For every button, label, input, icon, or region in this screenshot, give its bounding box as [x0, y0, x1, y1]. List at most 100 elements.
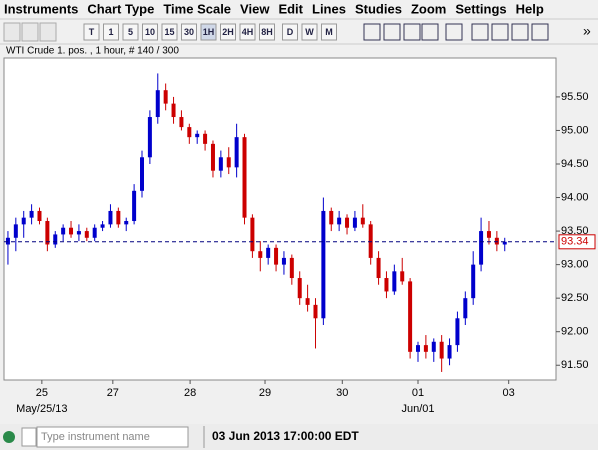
candle-body [179, 117, 184, 128]
candle-body [305, 298, 310, 305]
toolbar-button[interactable] [282, 23, 298, 41]
status-icon[interactable] [3, 431, 15, 443]
menu-item[interactable]: Time Scale [163, 1, 231, 16]
toolbar-button-label: 5 [128, 27, 133, 37]
candle-body [187, 127, 192, 138]
y-tick-label: 94.50 [561, 158, 589, 170]
toolbar-overflow[interactable]: » [583, 23, 591, 39]
y-tick-label: 92.50 [561, 292, 589, 304]
search-box[interactable] [36, 426, 189, 448]
candle-body [69, 227, 74, 235]
toolbar-button-label: 8H [261, 27, 273, 37]
x-tick-label: 29 [259, 387, 271, 399]
toolbar-button[interactable] [142, 23, 158, 41]
menu-item[interactable]: Zoom [411, 1, 446, 16]
search-icon[interactable] [21, 427, 37, 447]
candle-body [5, 237, 10, 245]
toolbar-button[interactable] [301, 23, 318, 41]
toolbar-button[interactable] [200, 23, 217, 41]
menu-item[interactable]: Settings [455, 1, 506, 16]
toolbar-button-label: 1H [203, 27, 215, 37]
candle-body [234, 137, 239, 168]
x-sublabel: Jun/01 [401, 403, 434, 415]
candle-body [218, 157, 223, 171]
candle-body [45, 221, 50, 245]
current-price-label: 93.34 [561, 236, 589, 248]
candle-body [471, 264, 476, 299]
toolbar-button[interactable] [321, 23, 337, 41]
toolbar-icon[interactable] [421, 23, 439, 41]
toolbar-icon[interactable] [511, 23, 529, 41]
x-tick-label: 30 [336, 387, 348, 399]
candle-body [486, 231, 491, 238]
toolbar-button[interactable] [181, 23, 197, 41]
menu-item[interactable]: Help [516, 1, 544, 16]
toolbar-button[interactable] [239, 23, 256, 41]
toolbar-icon[interactable] [403, 23, 421, 41]
x-tick-label: 25 [36, 387, 48, 399]
y-tick-label: 93.50 [561, 225, 589, 237]
toolbar-button-label: 30 [184, 27, 194, 37]
y-tick-label: 95.00 [561, 124, 589, 136]
candle-body [455, 318, 460, 346]
toolbar-button[interactable] [122, 23, 139, 41]
candle-body [29, 210, 34, 218]
menu-item[interactable]: Edit [278, 1, 303, 16]
y-tick-label: 92.00 [561, 326, 589, 338]
candle-body [108, 210, 113, 225]
candle-body [274, 247, 279, 265]
toolbar-icon[interactable] [39, 22, 57, 42]
toolbar-button[interactable] [259, 23, 275, 41]
candle-body [92, 227, 97, 238]
toolbar-icon[interactable] [383, 23, 401, 41]
toolbar-icon[interactable] [363, 23, 381, 41]
y-tick-label: 91.50 [561, 359, 589, 371]
candle-body [463, 298, 468, 319]
menu-item[interactable]: View [240, 1, 270, 16]
toolbar-icon[interactable] [491, 23, 509, 41]
candle-body [210, 143, 215, 171]
candle-body [392, 271, 397, 292]
candle-body [37, 210, 42, 222]
toolbar-icon[interactable] [531, 23, 549, 41]
menu-item[interactable]: Instruments [4, 1, 78, 16]
menu-item[interactable]: Studies [355, 1, 402, 16]
toolbar-button[interactable] [220, 23, 236, 41]
toolbar-button[interactable] [103, 23, 119, 41]
toolbar-button-label: M [325, 27, 333, 37]
candle-body [494, 237, 499, 245]
x-tick-label: 01 [412, 387, 424, 399]
y-tick-label: 93.00 [561, 259, 589, 271]
toolbar-button[interactable] [161, 23, 178, 41]
candle-body [400, 271, 405, 282]
toolbar-button[interactable] [83, 23, 100, 41]
current-price-box [558, 234, 596, 250]
chart-title: WTI Crude 1. pos. , 1 hour, # 140 / 300 [6, 46, 179, 57]
toolbar-icon[interactable] [471, 23, 489, 41]
candle-body [289, 257, 294, 279]
candle-body [447, 345, 452, 359]
candle-body [329, 210, 334, 225]
candle-body [13, 224, 18, 238]
menu-item[interactable]: Chart Type [87, 1, 154, 16]
candle-body [242, 137, 247, 218]
toolbar-icon[interactable] [21, 22, 39, 42]
candle-body [431, 341, 436, 352]
toolbar-icon[interactable] [3, 22, 21, 42]
menu-item[interactable]: Lines [312, 1, 346, 16]
candle-body [313, 304, 318, 319]
candle-body [297, 278, 302, 299]
candle-body [479, 231, 484, 265]
toolbar-button-label: 15 [164, 27, 174, 37]
candle-body [360, 217, 365, 225]
candle-body [250, 217, 255, 252]
candle-body [423, 345, 428, 352]
candle-body [61, 227, 66, 235]
candle-body [408, 281, 413, 352]
candle-body [195, 133, 200, 138]
candle-body [502, 241, 507, 245]
toolbar-button-label: W [305, 27, 314, 37]
toolbar-icon[interactable] [445, 23, 463, 41]
candle-body [384, 278, 389, 292]
